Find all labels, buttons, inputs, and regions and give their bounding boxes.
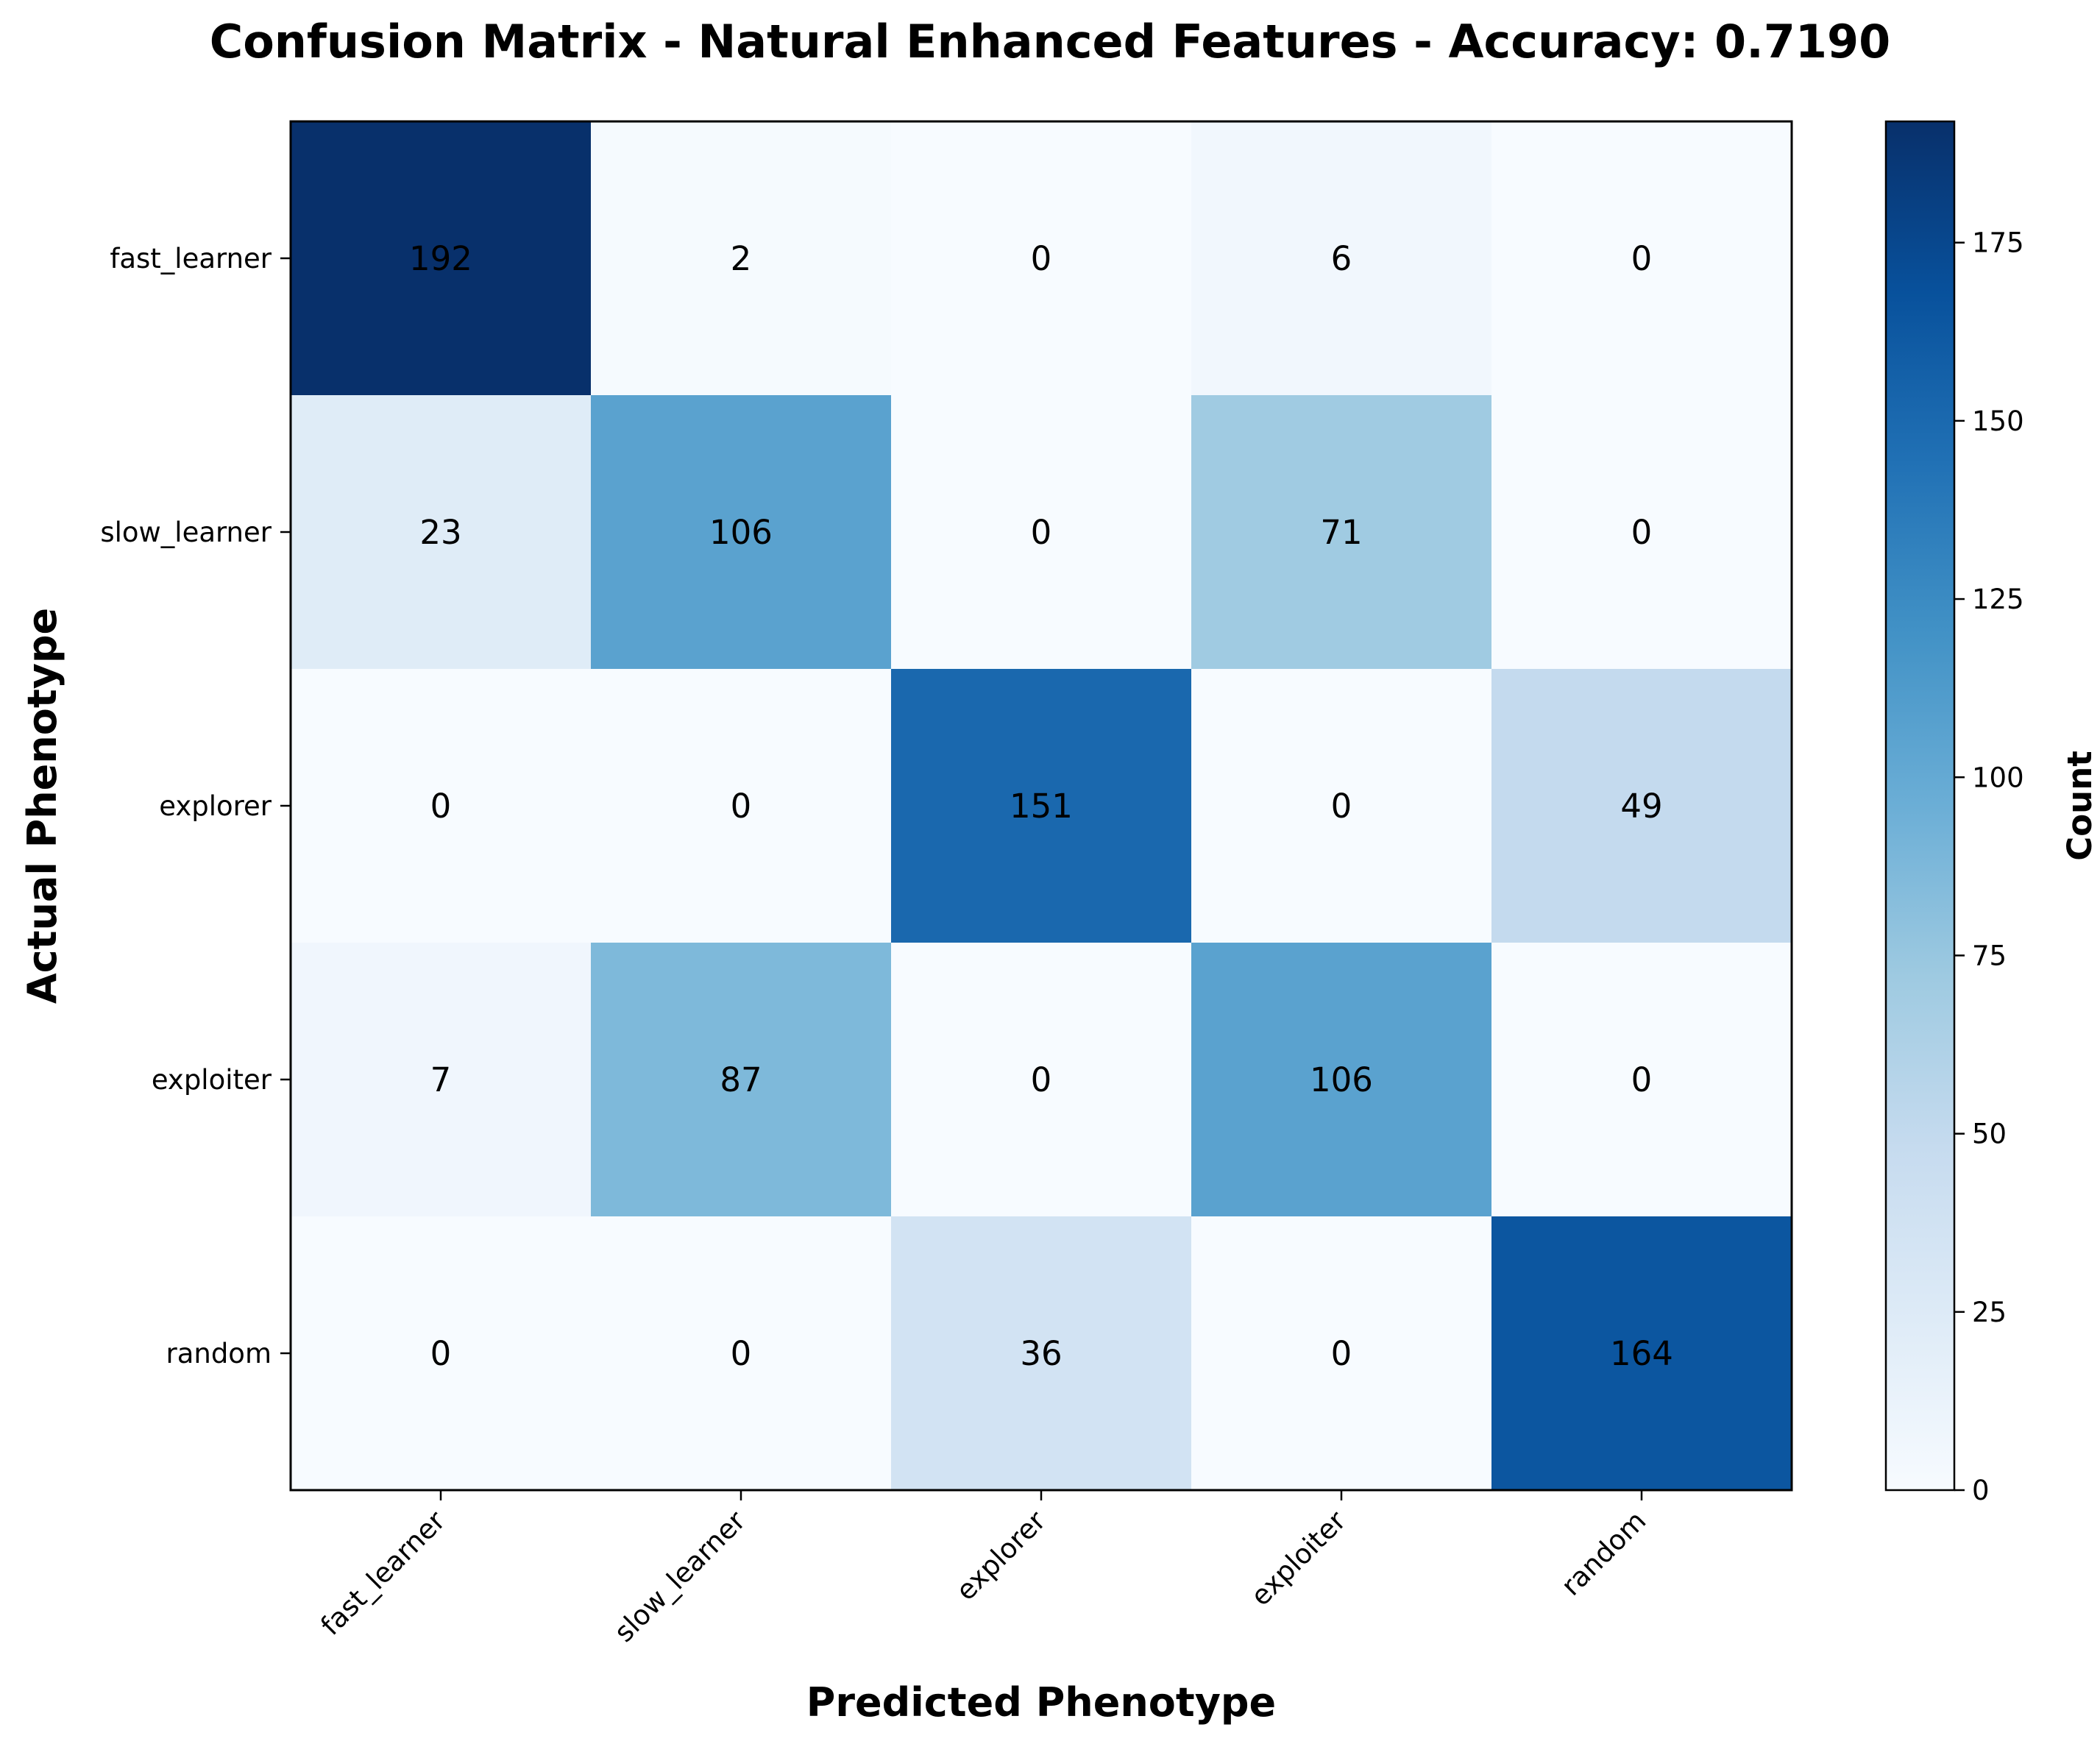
heatmap-cell	[891, 395, 1192, 670]
y-tick-label: slow_learner	[100, 517, 272, 548]
cell-value-label: 49	[1620, 787, 1662, 826]
cell-value-label: 106	[709, 513, 773, 552]
heatmap-cell	[891, 943, 1192, 1217]
cell-value-label: 0	[1031, 239, 1052, 278]
cell-value-label: 71	[1320, 513, 1362, 552]
y-tick-label: random	[166, 1338, 272, 1369]
heatmap-cell	[1491, 1216, 1792, 1491]
heatmap-cell	[291, 121, 592, 396]
y-tick-label: explorer	[159, 790, 272, 822]
cell-value-label: 6	[1331, 239, 1352, 278]
colorbar-tick-label: 50	[1972, 1119, 2007, 1150]
cell-value-label: 164	[1610, 1334, 1673, 1373]
colorbar-tick-label: 100	[1972, 762, 2024, 793]
cell-value-label: 0	[1631, 513, 1653, 552]
cell-value-label: 0	[1631, 1060, 1653, 1099]
heatmap-cell	[291, 1216, 592, 1491]
cell-value-label: 0	[430, 1334, 452, 1373]
chart-title: Confusion Matrix - Natural Enhanced Feat…	[210, 15, 1891, 68]
cell-value-label: 151	[1010, 787, 1073, 826]
cell-value-label: 0	[1631, 239, 1653, 278]
heatmap-cell	[1491, 943, 1792, 1217]
cell-value-label: 0	[1031, 513, 1052, 552]
colorbar-tick-label: 25	[1972, 1297, 2007, 1328]
heatmap-cells	[291, 121, 1792, 1491]
x-tick-label: random	[1555, 1505, 1652, 1602]
cell-value-label: 0	[1031, 1060, 1052, 1099]
heatmap-cell	[1191, 943, 1492, 1217]
colorbar-tick-label: 150	[1972, 405, 2024, 437]
cell-value-label: 2	[731, 239, 752, 278]
colorbar-ticks: 0 25 50 75 100 125 150 175	[1954, 227, 2024, 1506]
colorbar-label: Count	[2060, 751, 2099, 861]
x-tick-label: exploiter	[1245, 1504, 1352, 1612]
x-tick-label: explorer	[950, 1504, 1052, 1606]
cell-value-label: 0	[1331, 1334, 1352, 1373]
y-tick-label: fast_learner	[110, 243, 272, 274]
heatmap-cell	[891, 1216, 1192, 1491]
heatmap-cell	[1191, 395, 1492, 670]
colorbar-tick-label: 175	[1972, 227, 2024, 259]
x-axis-ticks: fast_learner slow_learner explorer exploite…	[315, 1490, 1652, 1648]
cell-value-label: 106	[1310, 1060, 1373, 1099]
heatmap-cell	[1491, 395, 1792, 670]
cell-value-label: 0	[731, 1334, 752, 1373]
heatmap-cell	[1191, 1216, 1492, 1491]
heatmap-cell	[1491, 669, 1792, 943]
heatmap-cell	[1191, 669, 1492, 943]
cell-value-label: 7	[430, 1060, 452, 1099]
colorbar	[1884, 120, 1956, 1492]
colorbar-tick-label: 0	[1972, 1475, 1990, 1506]
heatmap-cell	[891, 669, 1192, 943]
cell-value-label: 192	[409, 239, 472, 278]
heatmap-cell	[591, 395, 892, 670]
x-tick-label: fast_learner	[315, 1504, 452, 1641]
y-axis-label: Actual Phenotype	[19, 608, 65, 1004]
heatmap-cell	[591, 669, 892, 943]
colorbar-tick-label: 75	[1972, 940, 2007, 971]
heatmap-cell	[891, 121, 1192, 396]
heatmap-cell	[591, 121, 892, 396]
cell-value-label: 23	[419, 513, 461, 552]
x-axis-label: Predicted Phenotype	[806, 1679, 1276, 1726]
heatmap-cell	[1191, 121, 1492, 396]
x-tick-label: slow_learner	[608, 1504, 751, 1648]
heatmap-cell-labels: 192 2 0 6 0 23 106 0 71 0 0 0 151 0 49 7 87 0 106 0 0 0 36 0 164	[409, 239, 1673, 1373]
heatmap-cell	[591, 943, 892, 1217]
heatmap-cell	[591, 1216, 892, 1491]
cell-value-label: 36	[1020, 1334, 1062, 1373]
cell-value-label: 0	[430, 787, 452, 826]
y-axis-ticks: fast_learner slow_learner explorer exploite…	[100, 243, 291, 1369]
heatmap-cell	[291, 395, 592, 670]
heatmap-cell	[291, 943, 592, 1217]
cell-value-label: 0	[1331, 787, 1352, 826]
colorbar-tick-label: 125	[1972, 584, 2024, 615]
heatmap-cell	[1491, 121, 1792, 396]
y-tick-label: exploiter	[152, 1064, 272, 1096]
cell-value-label: 87	[720, 1060, 762, 1099]
heatmap-cell	[291, 669, 592, 943]
cell-value-label: 0	[731, 787, 752, 826]
